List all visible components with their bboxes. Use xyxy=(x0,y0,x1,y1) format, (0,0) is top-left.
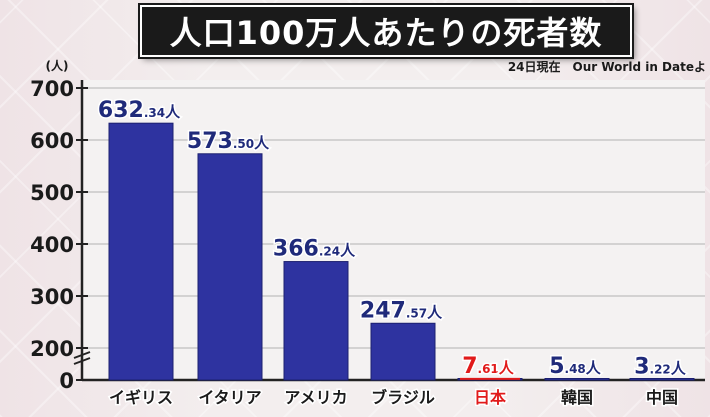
x-tick-label: イタリア xyxy=(198,388,261,407)
source-note: 24日現在 Our World in Dateよ xyxy=(507,60,706,74)
x-tick-label: 韓国 xyxy=(561,388,593,407)
y-tick-label: 300 xyxy=(30,285,74,309)
x-tick-label: 中国 xyxy=(646,388,678,407)
chart-title: 人口100万人あたりの死者数 xyxy=(169,14,603,52)
value-label: 3.22人 xyxy=(634,355,687,380)
value-label: 632.34人 xyxy=(98,98,181,123)
x-tick-label: アメリカ xyxy=(284,388,347,407)
y-tick-label: 600 xyxy=(30,129,74,153)
title-banner: 人口100万人あたりの死者数 xyxy=(140,5,632,57)
value-label: 7.61人 xyxy=(462,354,515,379)
value-label: 5.48人 xyxy=(549,354,602,379)
y-tick-label: 200 xyxy=(30,337,74,361)
bar-イタリア xyxy=(197,153,263,381)
axis-layer: 0 200 300 400 500 600 700 (人) xyxy=(30,58,705,393)
bar-ブラジル xyxy=(370,322,436,381)
y-tick-label: 0 xyxy=(59,369,74,393)
x-tick-label: 日本 xyxy=(474,388,506,407)
y-tick-label: 500 xyxy=(30,181,74,205)
axis-break-marker xyxy=(73,351,91,365)
bar-中国 xyxy=(629,378,695,381)
value-label: 366.24人 xyxy=(273,237,356,262)
y-tick-label: 400 xyxy=(30,233,74,257)
x-tick-label: イギリス xyxy=(109,388,173,407)
y-axis-label: (人) xyxy=(46,58,69,73)
bar-layer xyxy=(108,122,695,381)
x-tick-label: ブラジル xyxy=(371,388,435,407)
bar-アメリカ xyxy=(283,261,349,381)
bar-韓国 xyxy=(544,378,610,381)
bar-イギリス xyxy=(108,122,174,381)
value-label: 573.50人 xyxy=(187,129,270,154)
y-tick-label: 700 xyxy=(30,77,74,101)
value-label: 247.57人 xyxy=(360,298,443,323)
